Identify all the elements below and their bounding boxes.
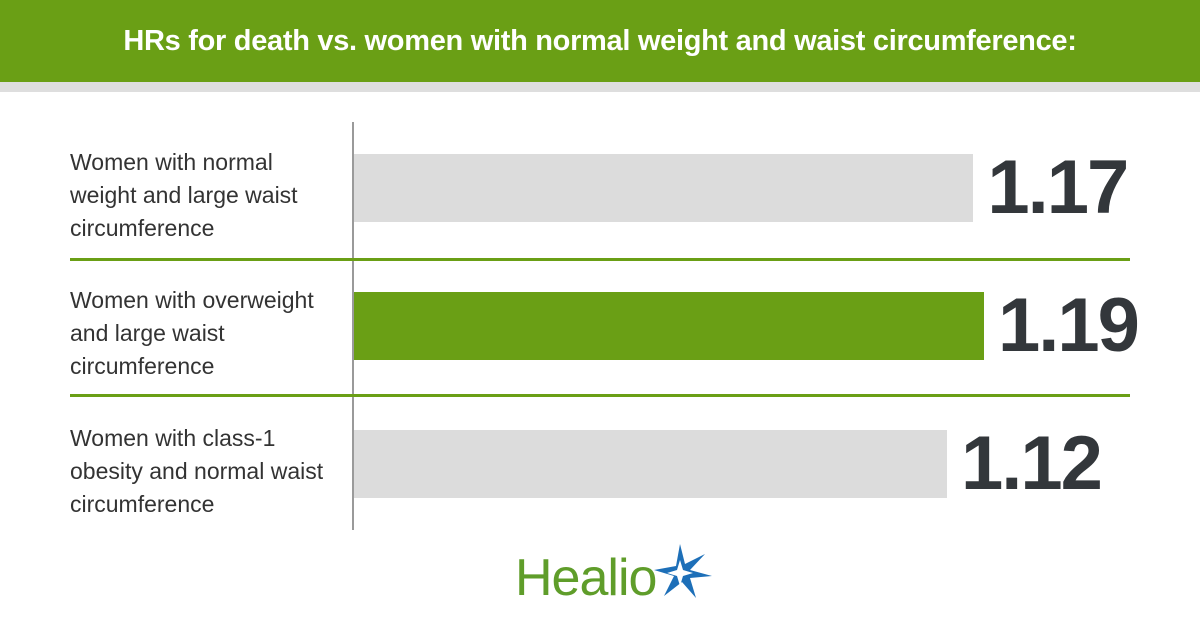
category-label: Women with normal weight and large waist… xyxy=(70,149,298,241)
category-label: Women with class-1 obesity and normal wa… xyxy=(70,425,324,517)
chart-title: HRs for death vs. women with normal weig… xyxy=(123,25,1077,57)
logo-star xyxy=(654,544,712,598)
axis-line xyxy=(352,122,354,530)
value-label: 1.17 xyxy=(987,145,1129,230)
header-band xyxy=(0,0,1200,82)
bar xyxy=(354,292,984,360)
value-label: 1.19 xyxy=(998,283,1140,368)
bar xyxy=(354,430,947,498)
separator xyxy=(70,394,1130,397)
logo: Healio xyxy=(515,549,657,607)
bar xyxy=(354,154,974,222)
header-shadow xyxy=(0,82,1200,92)
separator xyxy=(70,258,1130,261)
value-label: 1.12 xyxy=(960,421,1103,506)
category-label: Women with overweight and large waist ci… xyxy=(70,287,314,379)
